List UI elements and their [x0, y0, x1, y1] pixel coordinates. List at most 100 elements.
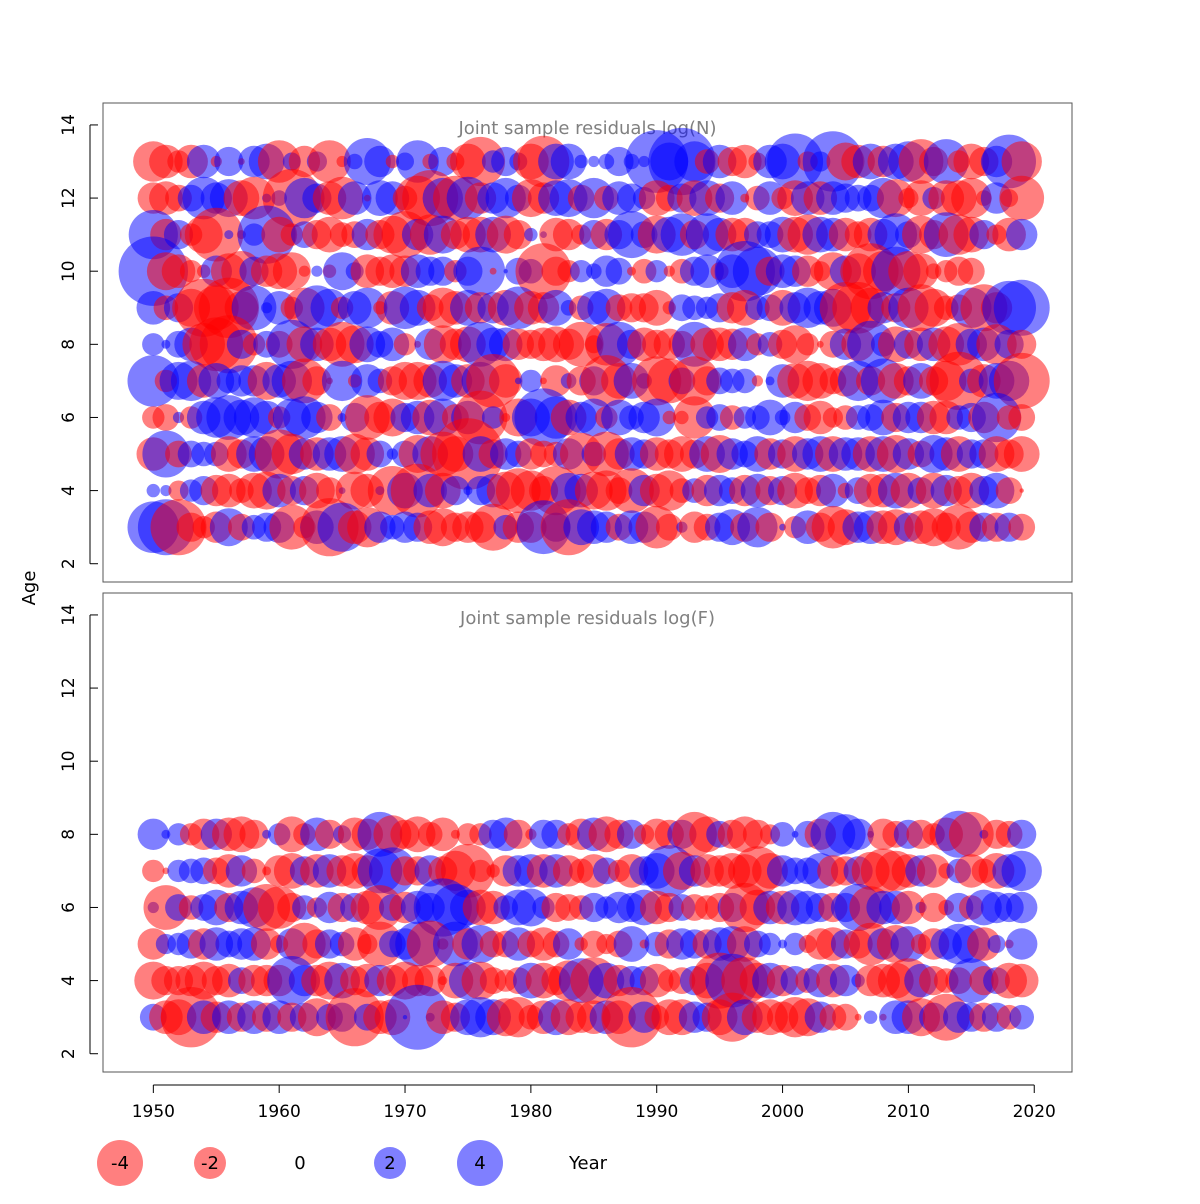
bubble-point — [469, 859, 492, 883]
bubble-point — [957, 257, 985, 285]
x-tick-label: 1990 — [635, 1102, 678, 1122]
bubble-point — [426, 817, 460, 852]
bubble-point — [570, 260, 593, 283]
y-tick-label: 14 — [59, 604, 79, 626]
bubble-point — [770, 822, 795, 847]
bubble-point — [1007, 819, 1037, 849]
bubble-point — [1006, 928, 1038, 960]
bubble-point — [662, 410, 676, 425]
bubble-point — [752, 399, 788, 436]
bubble-point — [540, 365, 572, 397]
legend: -4 -2 0 2 4 Year — [97, 1140, 608, 1186]
bubble-point — [440, 476, 470, 506]
bubble-point — [999, 175, 1045, 221]
bubble-point — [337, 181, 372, 215]
bubble-point — [142, 333, 165, 356]
bubble-point — [1001, 141, 1042, 182]
bubble-point — [550, 143, 587, 180]
bubble-point — [751, 375, 764, 387]
bubble-point — [1007, 329, 1037, 359]
bubble-point — [638, 289, 675, 326]
legend-label: -2 — [201, 1153, 219, 1174]
bubble-point — [146, 483, 160, 498]
bubble-point — [524, 227, 538, 242]
bubble-point — [903, 253, 939, 290]
bubble-point — [321, 360, 363, 402]
bubble-point — [971, 392, 1022, 443]
bubble-point — [224, 230, 234, 240]
bubble-point — [645, 260, 668, 283]
legend-label: 2 — [384, 1153, 395, 1174]
x-tick-label: 1970 — [383, 1102, 426, 1122]
legend-label: 4 — [474, 1153, 485, 1174]
bubble-point — [1008, 513, 1036, 541]
x-tick-label: 2010 — [887, 1102, 930, 1122]
y-tick-label: 4 — [59, 485, 79, 496]
y-tick-label: 10 — [59, 750, 79, 772]
bubble-point — [1006, 891, 1038, 924]
bubble-point — [137, 818, 169, 850]
bubble-point — [160, 485, 172, 497]
bubble-point — [948, 811, 994, 857]
y-tick-label: 10 — [59, 260, 79, 282]
bubble-point — [1008, 404, 1036, 431]
y-tick-label: 2 — [59, 1048, 79, 1059]
legend-label: 0 — [294, 1153, 305, 1174]
bubble-point — [929, 351, 988, 410]
bubble-point — [919, 892, 949, 923]
bubble-point — [690, 254, 724, 288]
bubble-point — [311, 265, 323, 277]
bubble-point — [241, 858, 267, 884]
bubble-point — [655, 513, 683, 541]
bubble-point — [179, 260, 203, 283]
bubble-point — [891, 890, 926, 925]
bubble-point — [863, 1010, 878, 1024]
bubble-point — [316, 477, 343, 504]
bubble-point — [854, 1013, 862, 1021]
bubble-point — [715, 181, 749, 215]
bubble-point — [1009, 1004, 1034, 1030]
bubble-point — [1003, 436, 1040, 472]
plot-frame — [102, 102, 1073, 583]
bubble-point — [951, 177, 992, 219]
y-axis: 2 4 6 8 10 12 14 — [59, 604, 98, 1059]
x-tick-label: 1960 — [258, 1102, 301, 1122]
y-tick-label: 12 — [59, 187, 79, 209]
x-tick-label: 2000 — [761, 1102, 804, 1122]
y-tick-label: 8 — [59, 829, 79, 840]
legend-bubble — [374, 1147, 406, 1179]
bubble-point — [728, 144, 762, 179]
legend-label: -4 — [111, 1153, 129, 1174]
x-tick-label: 1980 — [509, 1102, 552, 1122]
bubble-point — [995, 477, 1023, 504]
bubble-point — [1019, 488, 1024, 493]
bubble-point — [366, 440, 394, 468]
bubble-point — [552, 928, 585, 960]
bubble-point — [314, 819, 345, 849]
bubbles — [118, 127, 1050, 557]
y-tick-label: 6 — [59, 412, 79, 423]
bubble-point — [832, 1003, 859, 1031]
bubbles — [134, 810, 1042, 1050]
bubble-point — [385, 154, 400, 169]
panel-log-n: Joint sample residuals log(N) — [102, 102, 1073, 583]
bubble-point — [428, 146, 458, 177]
x-axis: 1950 1960 1970 1980 1990 2000 2010 2020 — [132, 1084, 1056, 1122]
bubble-point — [842, 818, 874, 850]
bubble-point — [347, 287, 388, 328]
bubble-point — [637, 398, 676, 437]
bubble-point — [214, 146, 244, 177]
bubble-point — [574, 154, 588, 169]
bubble-point — [272, 252, 311, 291]
bubble-point — [503, 220, 533, 250]
x-tick-label: 1950 — [132, 1102, 175, 1122]
bubble-point — [152, 404, 180, 431]
bubble-point — [519, 369, 543, 393]
bubble-point — [298, 265, 310, 277]
bubble-point — [316, 404, 343, 431]
x-axis-title: Year — [568, 1153, 608, 1174]
bubble-point — [916, 854, 951, 888]
bubble-point — [816, 473, 850, 508]
legend-bubble — [194, 1147, 226, 1179]
